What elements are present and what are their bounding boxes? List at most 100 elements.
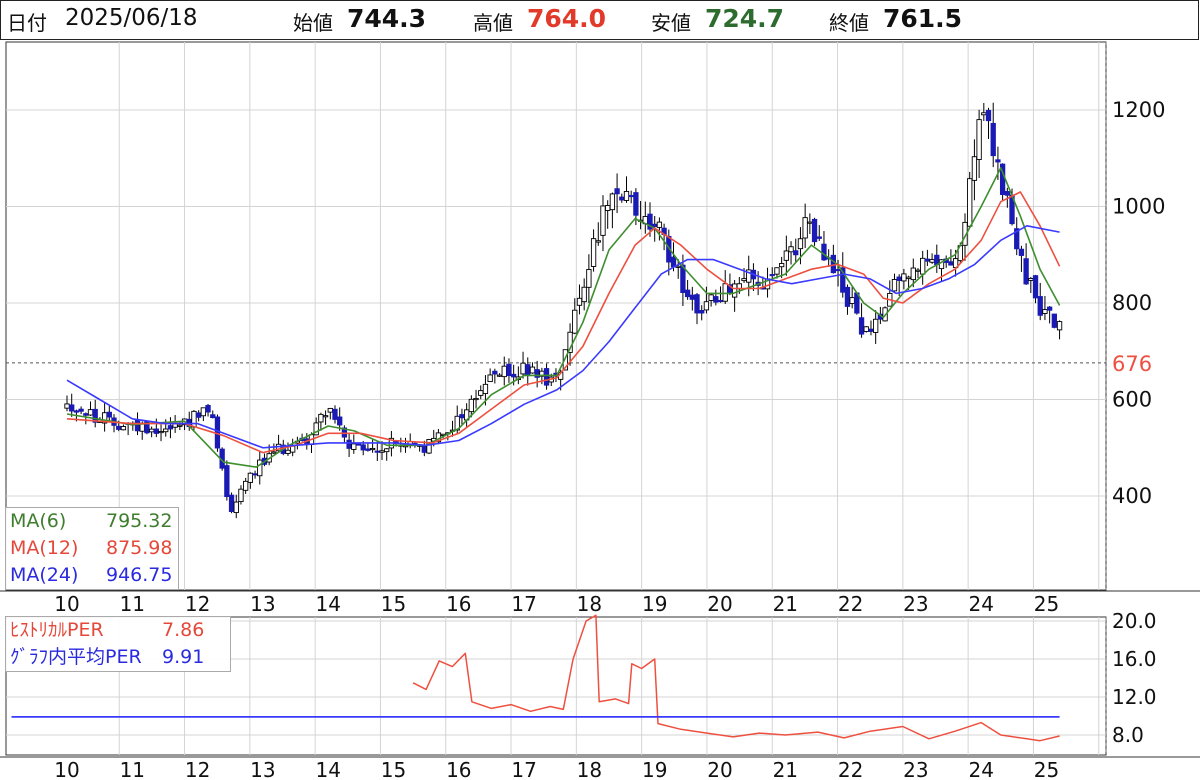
candle-157	[802, 203, 808, 248]
candle-90-body	[487, 374, 493, 383]
candle-18	[148, 426, 155, 438]
candle-38-body	[243, 480, 249, 491]
candle-188-body	[948, 261, 954, 266]
candle-94	[506, 358, 512, 383]
candle-84-body	[459, 414, 465, 419]
candle-12-body	[120, 426, 127, 431]
candle-195	[981, 102, 987, 122]
candle-92	[496, 373, 503, 378]
candle-125-body	[652, 223, 658, 227]
price-x-tick-20: 20	[707, 592, 732, 616]
candle-15-body	[134, 419, 141, 432]
candle-99	[529, 362, 536, 374]
candle-58-body	[337, 416, 343, 426]
candle-55	[322, 410, 329, 425]
price-panel-frame	[5, 41, 1107, 591]
candle-145	[746, 255, 752, 297]
candle-196-body	[985, 109, 992, 122]
candle-88	[478, 385, 484, 400]
candle-210-body	[1051, 313, 1057, 328]
candle-29	[200, 407, 206, 422]
candle-64-body	[365, 448, 371, 451]
legend-ma24-value: 946.75	[106, 564, 173, 586]
candle-180	[910, 258, 916, 288]
per-x-tick-19: 19	[642, 758, 667, 780]
candle-139	[717, 286, 724, 303]
candle-121-body	[633, 192, 639, 216]
candle-4	[83, 412, 89, 425]
candle-124	[647, 202, 653, 237]
candle-139-body	[717, 299, 724, 303]
candle-95-body	[511, 373, 517, 378]
candle-150-body	[769, 274, 775, 277]
candle-118	[619, 193, 625, 203]
date-value: 2025/06/18	[65, 5, 198, 31]
candle-166-body	[844, 286, 851, 307]
close-value: 761.5	[883, 4, 963, 33]
price-y-tick-800: 800	[1112, 291, 1152, 315]
candle-169	[858, 303, 865, 338]
candle-34	[224, 460, 230, 501]
candle-86-body	[468, 398, 474, 413]
candle-207	[1037, 282, 1043, 321]
candle-194-body	[976, 119, 982, 161]
price-x-tick-25: 25	[1034, 592, 1059, 616]
candle-203-body	[1018, 248, 1025, 256]
price-x-tick-10: 10	[54, 592, 79, 616]
candle-21-body	[163, 428, 169, 433]
candle-89-body	[482, 383, 489, 395]
candle-87	[473, 389, 479, 409]
candle-178-body	[901, 273, 907, 282]
candle-158	[807, 213, 813, 234]
candle-98	[525, 357, 531, 386]
candle-31	[210, 410, 216, 419]
candle-202-body	[1014, 228, 1020, 250]
candle-177-body	[896, 276, 902, 281]
candle-210	[1051, 313, 1057, 329]
candle-157-body	[802, 217, 808, 239]
candle-47-body	[285, 449, 291, 454]
candle-120-body	[628, 194, 634, 198]
candle-65	[369, 439, 376, 453]
price-y-tick-1000: 1000	[1112, 195, 1165, 219]
candle-131-body	[680, 264, 686, 293]
candle-65-body	[369, 447, 376, 451]
candle-117	[614, 173, 620, 214]
candle-182	[920, 250, 926, 285]
candle-204-body	[1023, 258, 1029, 285]
candle-77	[426, 439, 432, 455]
candle-77-body	[426, 439, 432, 454]
candle-1	[69, 393, 75, 417]
candle-1-body	[69, 404, 75, 412]
candle-194	[976, 109, 982, 178]
per-legend: ﾋｽﾄﾘｶﾙPER 7.86 ｸﾞﾗﾌ内平均PER 9.91	[5, 616, 231, 672]
candle-171-body	[868, 328, 874, 332]
candle-161-body	[821, 243, 827, 261]
per-x-tick-25: 25	[1034, 758, 1059, 780]
candle-58	[337, 407, 343, 431]
candle-175	[887, 280, 893, 307]
per-x-tick-13: 13	[250, 758, 275, 780]
price-x-tick-17: 17	[511, 592, 536, 616]
candle-152	[778, 256, 785, 279]
candle-66	[374, 441, 380, 461]
candle-9	[106, 405, 112, 421]
legend-ma6: MA(6) 795.32	[10, 508, 174, 535]
candle-5-body	[87, 409, 94, 416]
candle-154-body	[788, 246, 794, 253]
candle-96	[515, 366, 522, 385]
candle-144-body	[741, 278, 747, 282]
candle-35	[228, 492, 235, 514]
legend-average-per: ｸﾞﾗﾌ内平均PER 9.91	[10, 644, 226, 671]
candle-171	[868, 320, 874, 336]
candle-184-body	[929, 259, 935, 263]
candle-133-body	[689, 294, 695, 300]
candle-167	[849, 286, 855, 309]
candle-last	[1056, 320, 1063, 340]
candle-151-body	[774, 267, 780, 275]
candle-19-body	[153, 428, 159, 434]
candle-61-body	[351, 443, 357, 450]
candle-40-body	[252, 473, 258, 476]
candle-153	[783, 235, 789, 276]
candle-163-body	[830, 254, 837, 274]
